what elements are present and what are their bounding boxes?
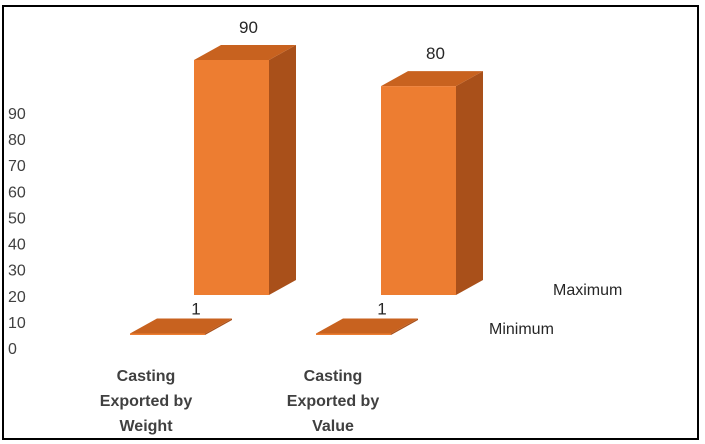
bar-maximum-2-top [381,71,483,87]
bar-minimum-1 [130,333,205,335]
bar-maximum-2 [381,86,456,295]
y-tick-label: 80 [8,132,26,149]
category-label-2: Exported by [287,393,380,410]
bar-minimum-1-top [130,318,232,334]
bar-minimum-2-side [391,318,418,335]
category-label-2: Casting [304,368,363,385]
y-tick-label: 90 [8,106,26,123]
category-label-1: Casting [117,368,176,385]
category-label-1: Exported by [100,393,193,410]
data-label-minimum-2: 1 [377,300,386,319]
category-label-1: Weight [119,418,173,435]
bar-maximum-1-top [194,45,296,60]
chart-frame [2,5,699,440]
y-tick-label: 0 [8,341,17,358]
y-tick-label: 70 [8,158,26,175]
bar-maximum-1-side [269,45,296,295]
y-tick-label: 60 [8,184,26,201]
bar-minimum-1-side [205,318,232,335]
category-label-2: Value [312,418,354,435]
y-tick-label: 30 [8,263,26,280]
bar-maximum-1 [194,60,269,295]
data-label-maximum-2: 80 [426,44,445,63]
series-label-minimum: Minimum [489,321,554,338]
bar-minimum-2-top [316,318,418,334]
y-tick-label: 40 [8,237,26,254]
data-label-minimum-1: 1 [191,300,200,319]
y-tick-label: 20 [8,289,26,306]
bar-minimum-2 [316,333,391,335]
bar-maximum-2-side [456,71,483,295]
y-tick-label: 50 [8,210,26,227]
series-label-maximum: Maximum [553,282,622,299]
y-tick-label: 10 [8,315,26,332]
data-label-maximum-1: 90 [239,18,258,37]
